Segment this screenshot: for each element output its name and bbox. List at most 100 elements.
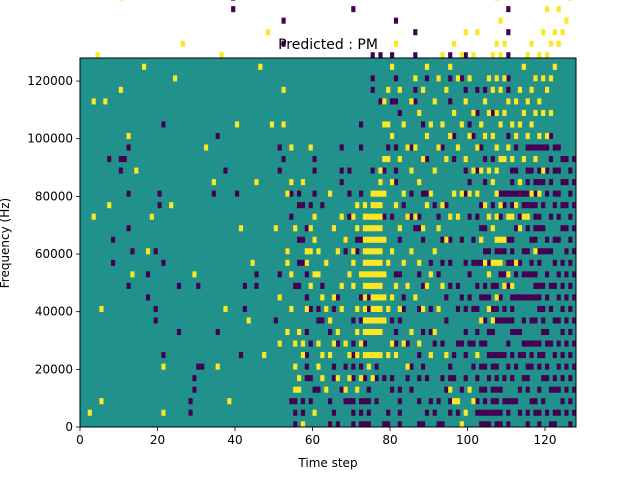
heatmap-cell-low bbox=[525, 167, 530, 174]
heatmap-cell-high bbox=[312, 213, 317, 220]
heatmap-cell-low bbox=[556, 213, 561, 220]
heatmap-cell-high bbox=[293, 386, 298, 393]
heatmap-cell-low bbox=[409, 363, 414, 370]
heatmap-cell-low bbox=[215, 328, 220, 336]
heatmap-cell-high bbox=[525, 213, 530, 220]
heatmap-cell-high bbox=[304, 305, 309, 312]
heatmap-cell-high bbox=[118, 0, 123, 1]
heatmap-cell-low bbox=[502, 190, 507, 197]
heatmap-cell-low bbox=[506, 190, 511, 197]
heatmap-cell-low bbox=[386, 409, 391, 416]
heatmap-cell-low bbox=[401, 305, 406, 312]
heatmap-cell-low bbox=[475, 328, 480, 336]
heatmap-cell-low bbox=[545, 167, 550, 174]
heatmap-cell-low bbox=[293, 409, 298, 416]
heatmap-cell-low bbox=[564, 271, 569, 278]
heatmap-cell-low bbox=[498, 421, 503, 428]
heatmap-cell-low bbox=[541, 179, 546, 186]
heatmap-cell-low bbox=[448, 236, 453, 243]
heatmap-cell-low bbox=[390, 98, 395, 105]
heatmap-cell-high bbox=[510, 213, 515, 220]
heatmap-cell-high bbox=[401, 121, 406, 128]
heatmap-cell-low bbox=[506, 282, 511, 289]
heatmap-cell-low bbox=[552, 409, 557, 416]
heatmap-cell-low bbox=[448, 259, 453, 266]
heatmap-cell-low bbox=[502, 375, 507, 382]
heatmap-cell-high bbox=[378, 305, 383, 312]
heatmap-cell-low bbox=[390, 375, 395, 382]
heatmap-cell-high bbox=[455, 75, 461, 82]
heatmap-cell-low bbox=[393, 17, 399, 24]
heatmap-cell-high bbox=[192, 271, 197, 278]
heatmap-cell-high bbox=[161, 363, 166, 370]
heatmap-cell-high bbox=[95, 52, 100, 59]
heatmap-cell-low bbox=[556, 409, 561, 416]
heatmap-cell-low bbox=[397, 398, 402, 405]
heatmap-cell-low bbox=[572, 179, 577, 186]
heatmap-cell-high bbox=[382, 271, 387, 278]
heatmap-cell-low bbox=[486, 259, 492, 266]
heatmap-cell-high bbox=[463, 29, 468, 36]
heatmap-cell-low bbox=[397, 109, 402, 116]
heatmap-cell-low bbox=[316, 317, 321, 324]
heatmap-cell-high bbox=[494, 236, 499, 243]
heatmap-cell-high bbox=[266, 29, 271, 36]
heatmap-cell-high bbox=[548, 75, 554, 82]
heatmap-cell-high bbox=[374, 282, 379, 289]
heatmap-cell-low bbox=[351, 421, 356, 428]
heatmap-cell-low bbox=[331, 375, 337, 382]
heatmap-cell-high bbox=[417, 109, 422, 116]
heatmap-cell-high bbox=[444, 86, 449, 93]
heatmap-cell-low bbox=[525, 421, 530, 428]
heatmap-cell-high bbox=[552, 63, 557, 70]
heatmap-cell-high bbox=[238, 225, 244, 232]
heatmap-cell-low bbox=[525, 179, 530, 186]
heatmap-cell-low bbox=[405, 375, 410, 382]
heatmap-cell-low bbox=[277, 167, 282, 174]
heatmap-cell-high bbox=[289, 179, 294, 186]
heatmap-cell-low bbox=[560, 352, 565, 359]
heatmap-cell-low bbox=[475, 398, 480, 405]
heatmap-cells bbox=[80, 0, 577, 428]
heatmap-cell-high bbox=[448, 132, 453, 140]
heatmap-cell-high bbox=[355, 386, 360, 393]
heatmap-cell-low bbox=[552, 386, 557, 393]
heatmap-cell-low bbox=[506, 236, 511, 243]
heatmap-cell-low bbox=[541, 398, 546, 405]
heatmap-cell-high bbox=[529, 121, 534, 128]
heatmap-cell-low bbox=[525, 202, 530, 209]
heatmap-cell-low bbox=[366, 386, 371, 393]
plot-frame bbox=[79, 57, 577, 428]
heatmap-cell-low bbox=[161, 121, 166, 128]
heatmap-cell-high bbox=[134, 167, 139, 174]
heatmap-cell-low bbox=[514, 271, 519, 278]
heatmap-cell-low bbox=[157, 190, 162, 197]
heatmap-cell-high bbox=[366, 248, 371, 255]
heatmap-cell-low bbox=[393, 98, 399, 105]
heatmap-cell-low bbox=[506, 398, 511, 405]
heatmap-cell-high bbox=[486, 109, 492, 116]
heatmap-cell-high bbox=[436, 305, 441, 312]
heatmap-cell-low bbox=[494, 305, 499, 312]
heatmap-cell-high bbox=[378, 190, 383, 197]
heatmap-cell-high bbox=[448, 63, 453, 70]
heatmap-cell-high bbox=[374, 236, 379, 243]
x-tick-label: 0 bbox=[76, 433, 84, 447]
heatmap-cell-high bbox=[378, 352, 383, 359]
heatmap-cell-low bbox=[498, 352, 503, 359]
heatmap-cell-low bbox=[486, 328, 492, 336]
heatmap-cell-high bbox=[401, 190, 406, 197]
heatmap-cell-low bbox=[335, 421, 340, 428]
heatmap-cell-low bbox=[440, 421, 445, 428]
heatmap-cell-low bbox=[486, 352, 492, 359]
heatmap-cell-low bbox=[548, 386, 554, 393]
heatmap-cell-high bbox=[541, 29, 546, 36]
heatmap-cell-low bbox=[545, 328, 550, 336]
heatmap-cell-low bbox=[273, 317, 278, 324]
heatmap-cell-low bbox=[339, 179, 344, 186]
heatmap-cell-low bbox=[421, 236, 426, 243]
heatmap-cell-high bbox=[386, 86, 391, 93]
heatmap-cell-low bbox=[483, 248, 488, 255]
heatmap-cell-high bbox=[308, 225, 313, 232]
heatmap-cell-low bbox=[463, 190, 468, 197]
